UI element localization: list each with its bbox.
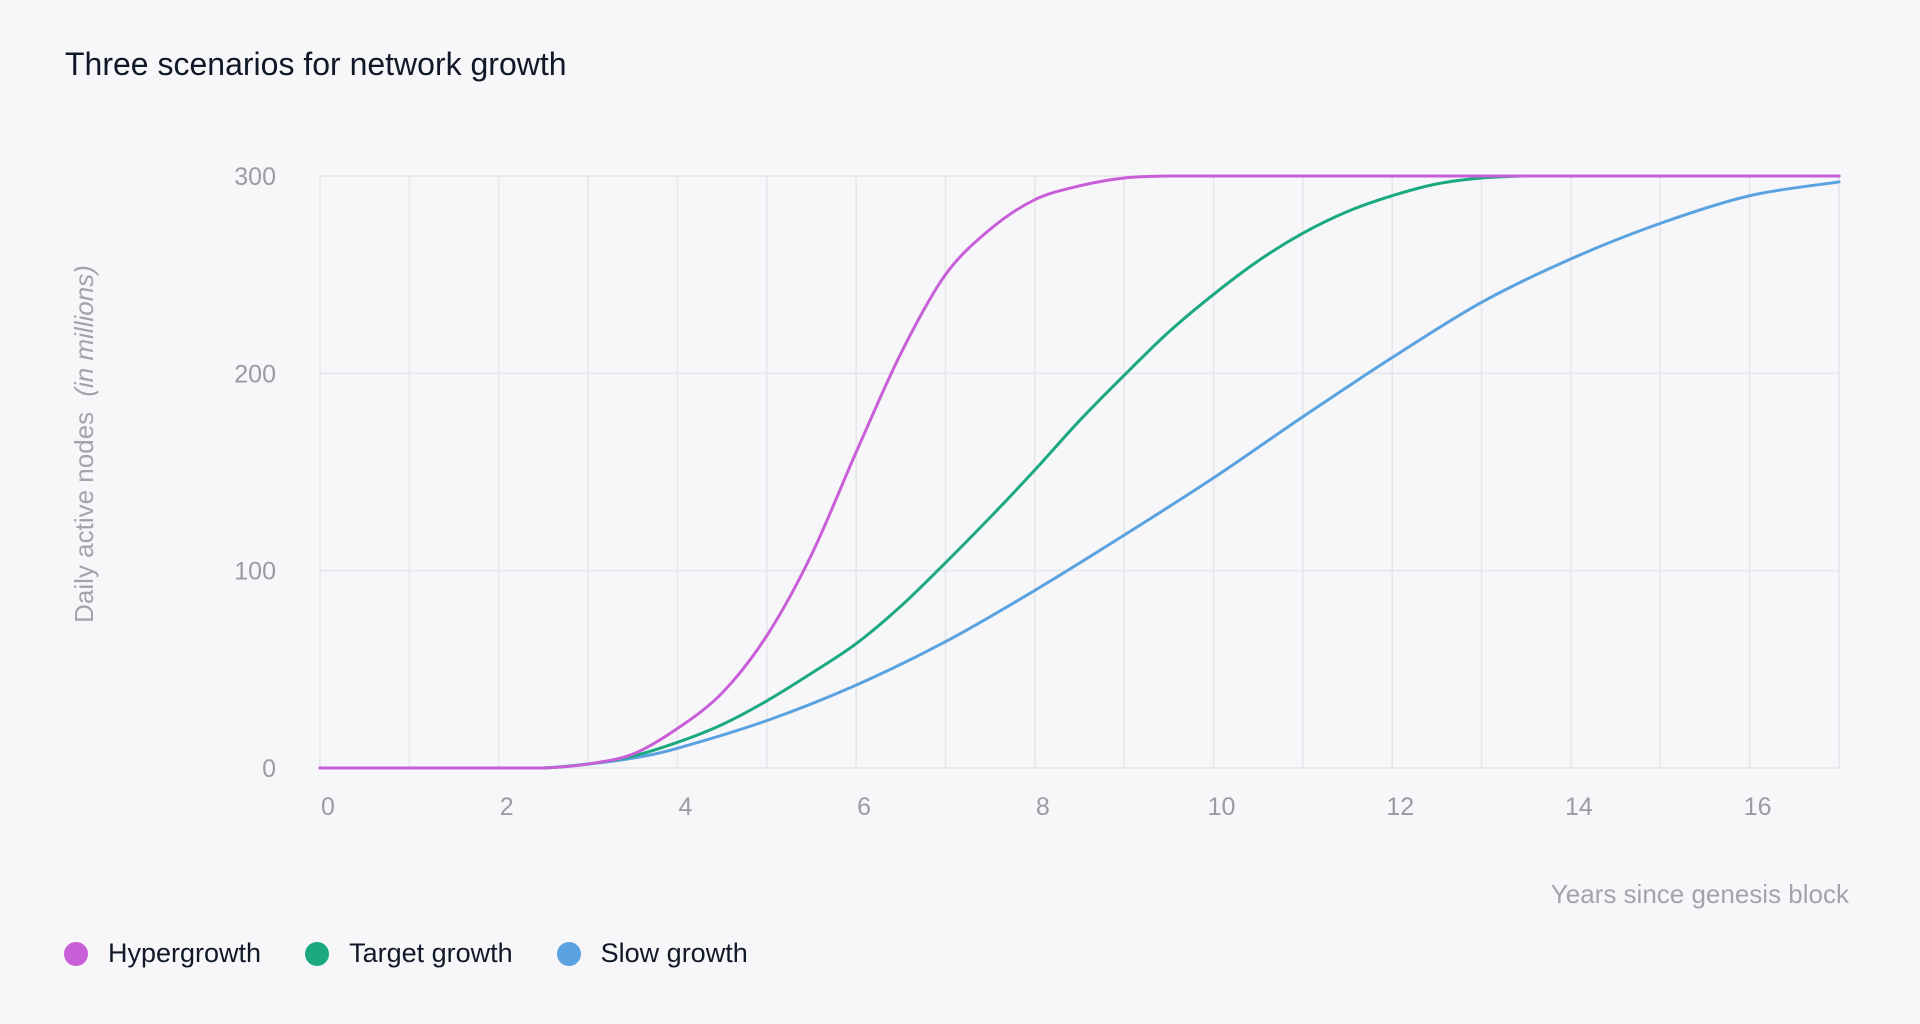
y-tick-label: 0 [262, 755, 276, 783]
x-tick-label: 12 [1386, 793, 1414, 821]
y-axis-label-note: (in millions) [69, 265, 99, 396]
legend-swatch [64, 941, 88, 966]
x-tick-label: 2 [500, 793, 514, 821]
legend-item: Slow growth [556, 938, 748, 969]
legend-label: Hypergrowth [108, 938, 262, 968]
legend-label: Slow growth [600, 938, 748, 968]
x-tick-label: 10 [1208, 793, 1236, 821]
x-axis-label: Years since genesis block [1551, 879, 1850, 909]
x-tick-label: 6 [857, 793, 871, 821]
legend-swatch [305, 941, 330, 966]
legend: Hypergrowth Target growth Slow growth [64, 938, 792, 969]
series-lines [318, 174, 1841, 770]
line-chart: 0 100 200 300 0 2 4 6 8 10 12 14 16 Daily active nod… [69, 163, 1850, 909]
legend-label: Target growth [349, 938, 513, 968]
x-tick-label: 14 [1565, 793, 1593, 821]
x-tick-label: 0 [321, 793, 335, 821]
series-line-slow-growth [318, 180, 1841, 770]
chart-title: Three scenarios for network growth [65, 46, 567, 82]
grid [319, 175, 1840, 769]
legend-item: Hypergrowth [64, 938, 261, 969]
y-tick-label: 100 [234, 558, 276, 586]
y-axis-label: Daily active nodes (in millions) [69, 265, 99, 623]
x-tick-label: 16 [1744, 793, 1772, 821]
series-line-target-growth [318, 174, 1841, 770]
x-tick-label: 4 [678, 793, 692, 821]
y-tick-label: 300 [234, 163, 276, 191]
legend-swatch [556, 941, 581, 966]
axes: 0 100 200 300 0 2 4 6 8 10 12 14 16 [234, 163, 1771, 821]
series-line-hypergrowth [318, 174, 1841, 770]
legend-item: Target growth [305, 938, 513, 969]
y-tick-label: 200 [234, 360, 276, 388]
y-axis-label-text: Daily active nodes [69, 412, 99, 623]
x-tick-label: 8 [1036, 793, 1050, 821]
